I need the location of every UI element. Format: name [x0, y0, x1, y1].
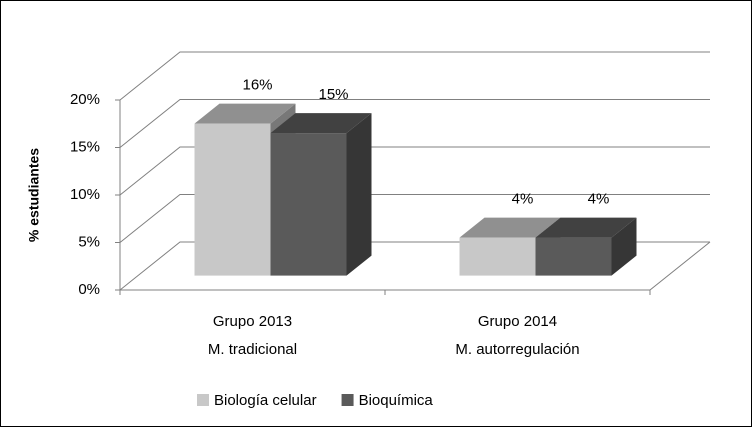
grid-line — [119, 146, 710, 196]
bar-top — [194, 103, 296, 124]
grid-line — [119, 51, 710, 101]
x-tick-label: Grupo 2014 — [478, 313, 557, 330]
data-label: 4% — [512, 191, 534, 208]
y-tick-label: 10% — [70, 186, 100, 203]
x-tick-label: Grupo 2013 — [213, 313, 292, 330]
legend-label: Bioquímica — [359, 392, 434, 409]
bar-side — [611, 217, 637, 276]
bar — [459, 237, 536, 276]
x-tick-label: M. tradicional — [208, 341, 297, 358]
y-axis-title: % estudiantes — [26, 148, 42, 242]
bar — [535, 237, 612, 276]
bar-side — [346, 113, 372, 276]
legend-swatch — [197, 394, 209, 406]
x-tick-label: M. autorregulación — [455, 341, 579, 358]
legend-label: Biología celular — [214, 392, 317, 409]
bar-top — [535, 217, 637, 238]
y-tick-label: 5% — [78, 233, 100, 250]
grid-line — [119, 99, 710, 148]
grid-line — [119, 194, 710, 243]
bar-top — [270, 113, 372, 134]
bar-top — [459, 217, 561, 238]
data-label: 15% — [318, 86, 348, 103]
data-label: 4% — [588, 191, 610, 208]
y-tick-label: 0% — [78, 281, 100, 298]
bar — [270, 133, 347, 276]
data-label: 16% — [242, 77, 272, 94]
y-tick-label: 20% — [70, 91, 100, 108]
y-tick-label: 15% — [70, 138, 100, 155]
legend-swatch — [341, 394, 354, 406]
bar — [194, 123, 271, 276]
